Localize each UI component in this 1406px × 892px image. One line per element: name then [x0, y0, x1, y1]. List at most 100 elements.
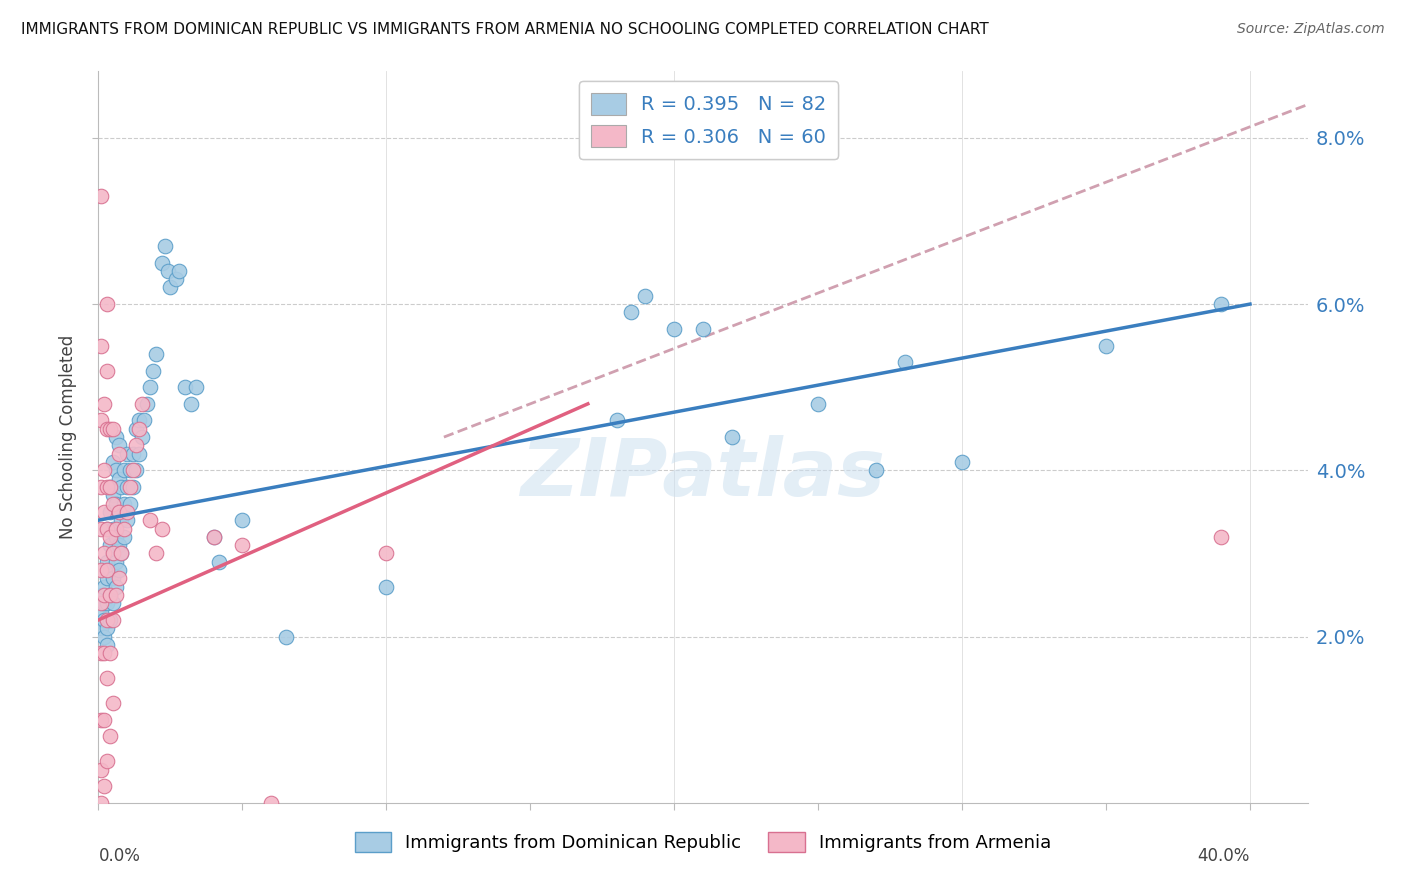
Point	[101, 571, 124, 585]
Point	[90, 646, 112, 660]
Point	[101, 613, 124, 627]
Point	[125, 438, 148, 452]
Point	[107, 505, 129, 519]
Point	[165, 272, 187, 286]
Point	[231, 513, 253, 527]
Point	[98, 646, 121, 660]
Point	[142, 363, 165, 377]
Point	[128, 413, 150, 427]
Point	[104, 580, 127, 594]
Point	[115, 505, 138, 519]
Point	[96, 613, 118, 627]
Point	[93, 713, 115, 727]
Point	[96, 563, 118, 577]
Point	[664, 322, 686, 336]
Point	[110, 546, 132, 560]
Point	[807, 397, 830, 411]
Point	[1211, 530, 1233, 544]
Point	[620, 305, 643, 319]
Point	[96, 521, 118, 535]
Point	[107, 538, 129, 552]
Point	[122, 480, 145, 494]
Point	[104, 430, 127, 444]
Point	[145, 546, 167, 560]
Point	[101, 596, 124, 610]
Point	[150, 255, 173, 269]
Point	[112, 497, 135, 511]
Point	[107, 447, 129, 461]
Point	[90, 413, 112, 427]
Point	[950, 455, 973, 469]
Point	[90, 563, 112, 577]
Point	[96, 422, 118, 436]
Point	[90, 605, 112, 619]
Point	[375, 580, 398, 594]
Point	[98, 422, 121, 436]
Point	[93, 779, 115, 793]
Point	[98, 729, 121, 743]
Point	[93, 463, 115, 477]
Point	[93, 613, 115, 627]
Point	[98, 563, 121, 577]
Point	[98, 505, 121, 519]
Point	[153, 239, 176, 253]
Point	[865, 463, 887, 477]
Point	[96, 621, 118, 635]
Point	[104, 521, 127, 535]
Point	[634, 289, 657, 303]
Point	[93, 397, 115, 411]
Point	[107, 505, 129, 519]
Point	[122, 447, 145, 461]
Text: 40.0%: 40.0%	[1198, 847, 1250, 864]
Point	[134, 413, 156, 427]
Point	[136, 397, 159, 411]
Point	[90, 480, 112, 494]
Point	[112, 521, 135, 535]
Point	[115, 480, 138, 494]
Point	[96, 363, 118, 377]
Point	[122, 463, 145, 477]
Point	[90, 588, 112, 602]
Point	[107, 438, 129, 452]
Point	[96, 571, 118, 585]
Point	[90, 338, 112, 352]
Point	[96, 480, 118, 494]
Point	[93, 588, 115, 602]
Point	[101, 696, 124, 710]
Point	[104, 588, 127, 602]
Text: IMMIGRANTS FROM DOMINICAN REPUBLIC VS IMMIGRANTS FROM ARMENIA NO SCHOOLING COMPL: IMMIGRANTS FROM DOMINICAN REPUBLIC VS IM…	[21, 22, 988, 37]
Point	[90, 621, 112, 635]
Point	[96, 297, 118, 311]
Point	[125, 422, 148, 436]
Point	[139, 380, 162, 394]
Point	[186, 380, 208, 394]
Point	[98, 588, 121, 602]
Point	[606, 413, 628, 427]
Point	[96, 596, 118, 610]
Point	[202, 530, 225, 544]
Point	[90, 796, 112, 810]
Point	[93, 505, 115, 519]
Point	[115, 447, 138, 461]
Point	[128, 447, 150, 461]
Y-axis label: No Schooling Completed: No Schooling Completed	[59, 335, 77, 539]
Point	[101, 546, 124, 560]
Point	[107, 472, 129, 486]
Point	[1211, 297, 1233, 311]
Point	[104, 530, 127, 544]
Point	[90, 189, 112, 203]
Point	[107, 571, 129, 585]
Point	[1095, 338, 1118, 352]
Point	[93, 596, 115, 610]
Point	[159, 280, 181, 294]
Point	[120, 463, 142, 477]
Point	[107, 563, 129, 577]
Point	[93, 580, 115, 594]
Point	[110, 480, 132, 494]
Point	[90, 713, 112, 727]
Point	[208, 555, 231, 569]
Point	[131, 397, 153, 411]
Point	[98, 480, 121, 494]
Legend: R = 0.395   N = 82, R = 0.306   N = 60: R = 0.395 N = 82, R = 0.306 N = 60	[579, 81, 838, 159]
Text: ZIPatlas: ZIPatlas	[520, 434, 886, 513]
